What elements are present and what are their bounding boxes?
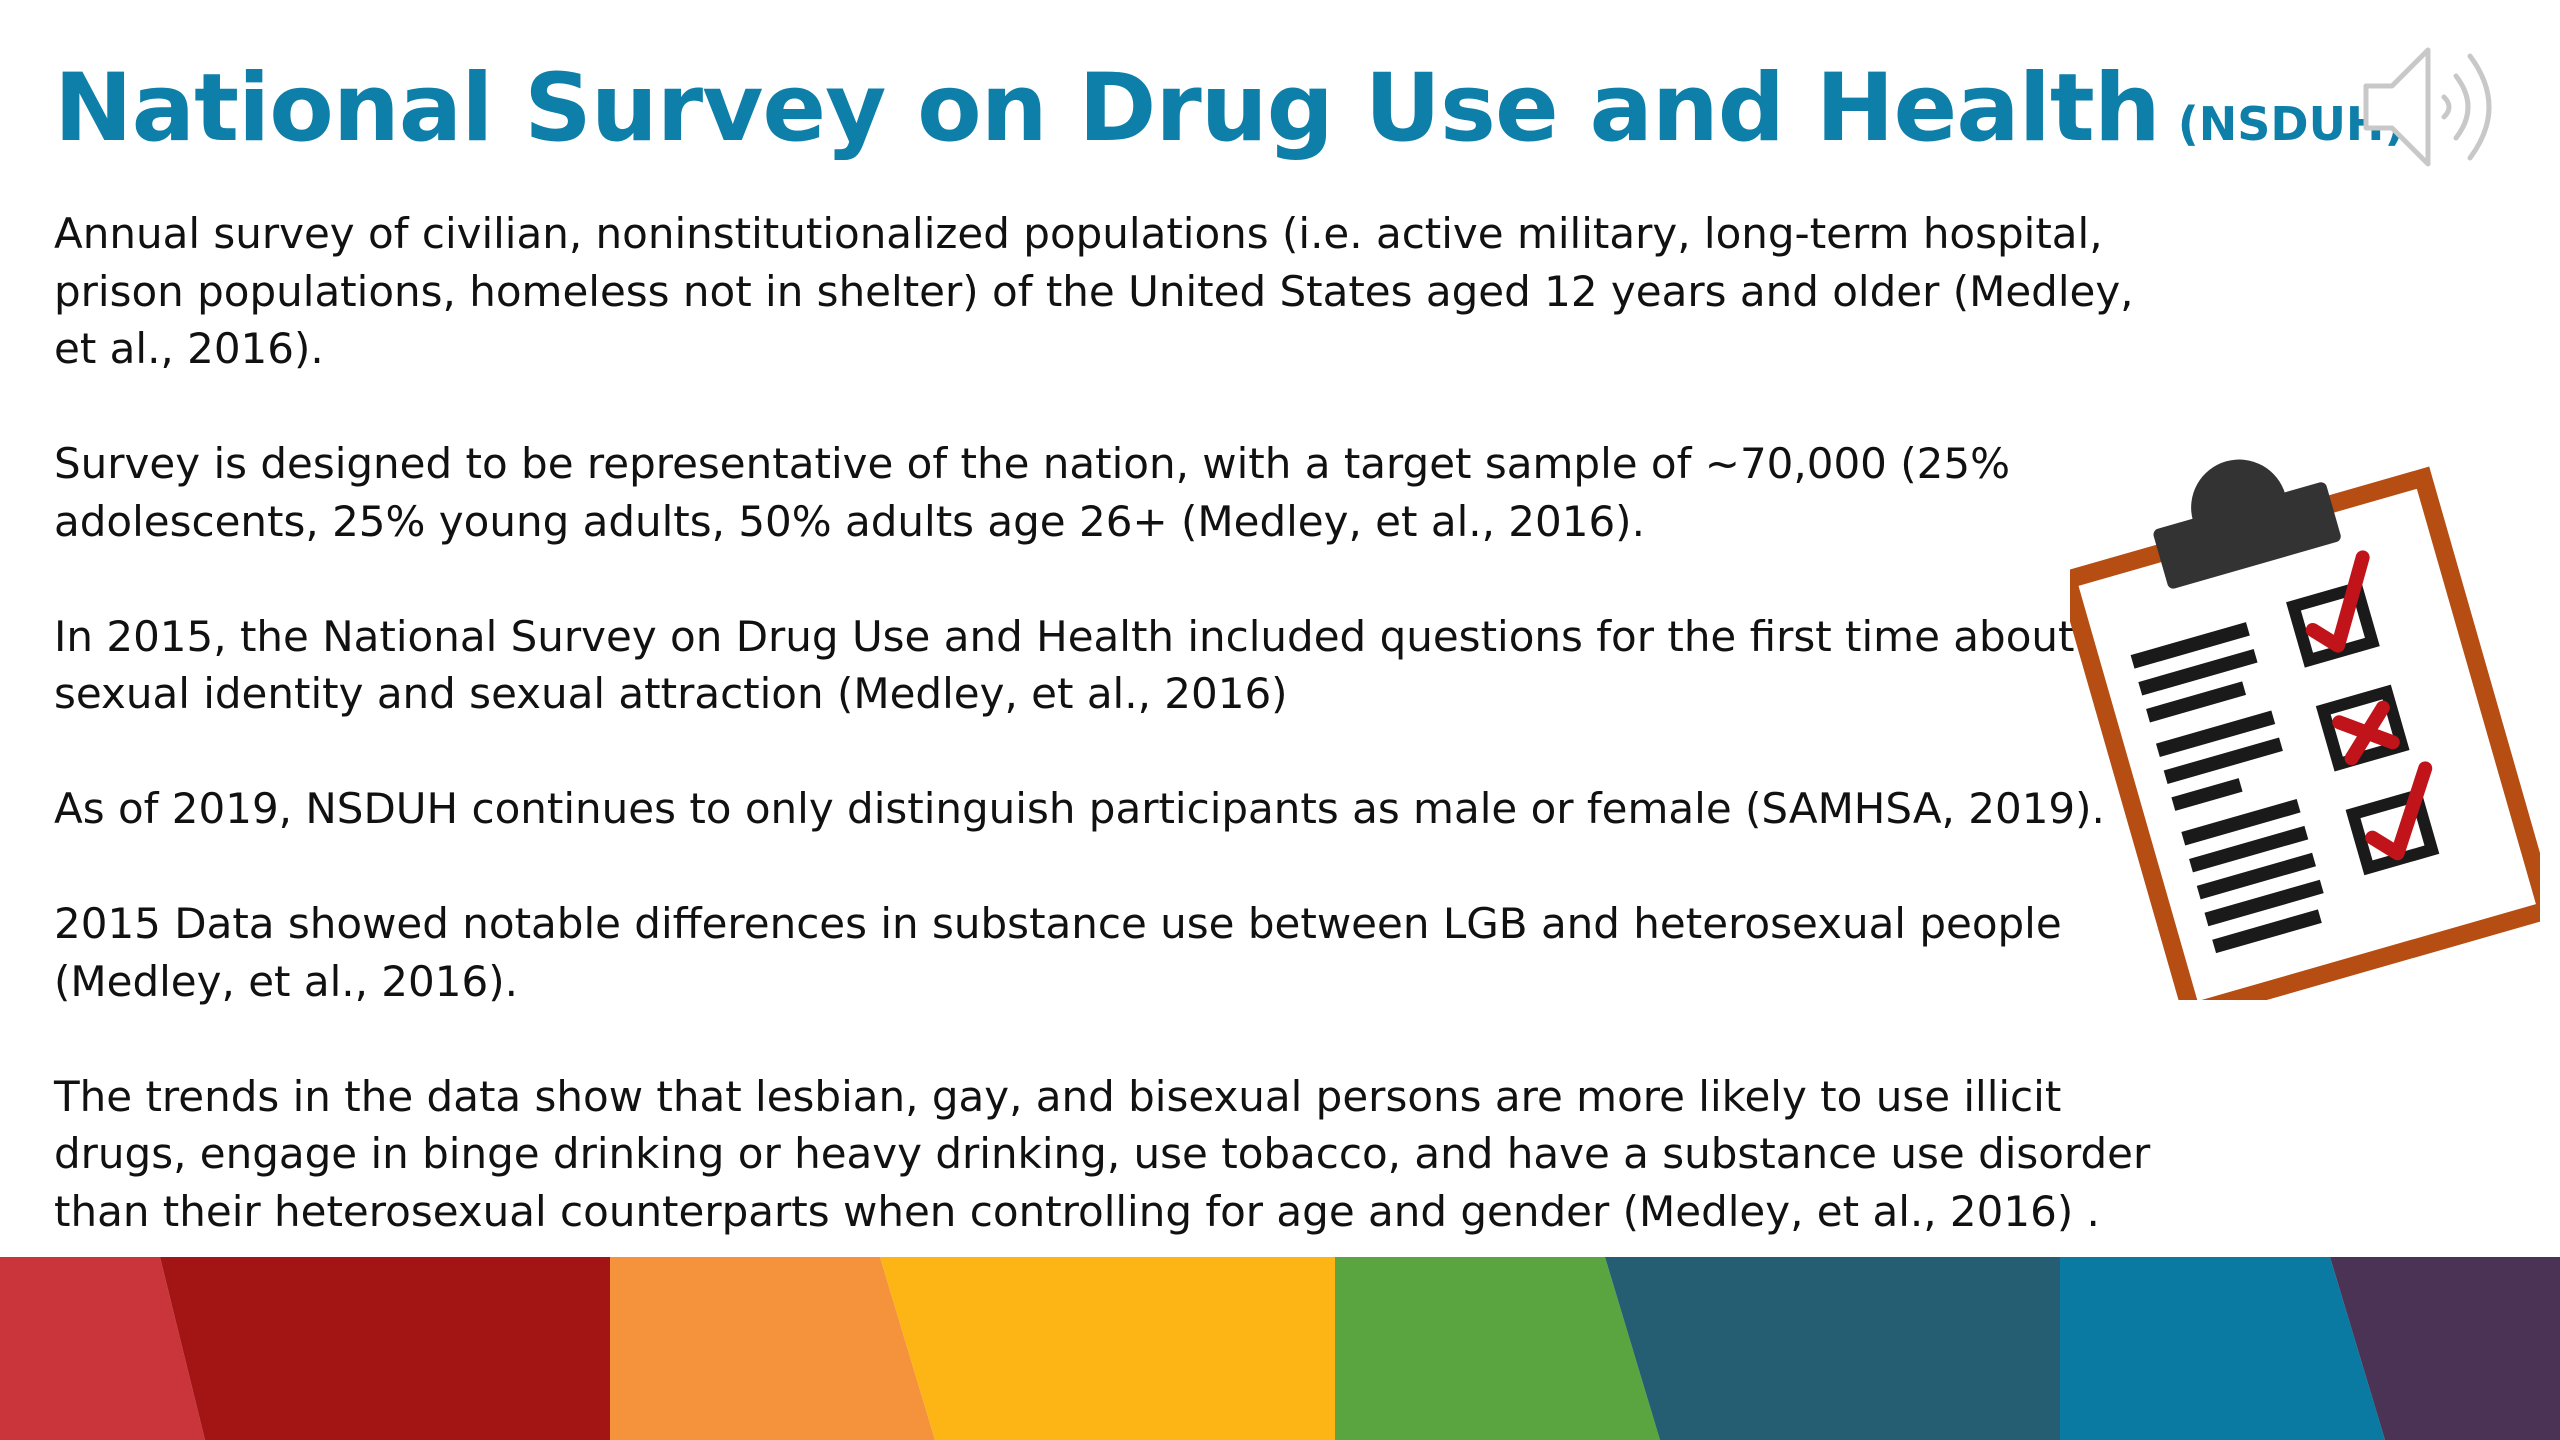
clipboard-checklist-icon [2070,459,2540,1000]
paragraph-survey-design: Survey is designed to be representative … [54,439,2010,546]
banner-stripe-dark-teal [1605,1257,2060,1440]
paragraph-survey-population: Annual survey of civilian, noninstitutio… [54,209,2134,373]
paragraph-2019-gender: As of 2019, NSDUH continues to only dist… [54,784,2105,833]
paragraph-trends: The trends in the data show that lesbian… [54,1071,2151,1236]
body-text: Annual survey of civilian, noninstitutio… [54,205,2164,1240]
banner-stripe-dark-red [160,1257,610,1440]
speaker-icon[interactable] [2358,42,2508,172]
paragraph-2015-questions: In 2015, the National Survey on Drug Use… [54,611,2075,719]
banner-stripe-orange [610,1257,935,1440]
banner-stripe-yellow [880,1257,1335,1440]
paragraph-2015-data: 2015 Data showed notable differences in … [54,899,2062,1006]
rainbow-banner [0,1257,2560,1440]
banner-stripe-purple [2330,1257,2560,1440]
banner-stripe-blue [2060,1257,2385,1440]
banner-stripe-red [0,1257,205,1440]
banner-stripe-green [1335,1257,1660,1440]
title-text: National Survey on Drug Use and Health [54,54,2161,163]
slide-title: National Survey on Drug Use and Health (N… [54,44,2405,189]
